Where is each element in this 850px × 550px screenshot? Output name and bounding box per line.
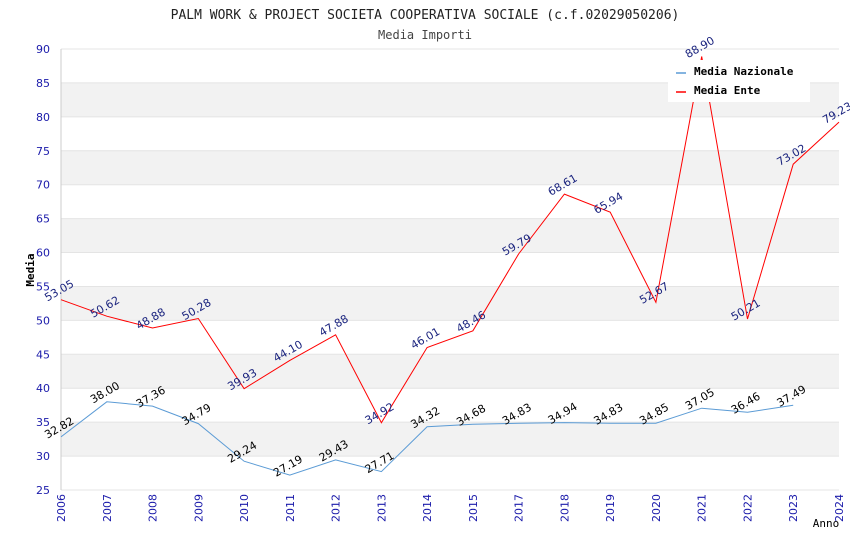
y-tick-label: 60 xyxy=(36,247,50,260)
legend-box xyxy=(668,60,810,102)
x-tick-label: 2007 xyxy=(101,494,114,522)
y-tick-label: 90 xyxy=(36,43,50,56)
grid-band xyxy=(61,150,839,185)
x-tick-label: 2013 xyxy=(375,494,388,522)
chart-title: PALM WORK & PROJECT SOCIETA COOPERATIVA … xyxy=(171,8,680,23)
legend: Media Nazionale Media Ente xyxy=(668,60,810,102)
x-tick-label: 2015 xyxy=(467,494,480,522)
y-axis-ticks: 25 30 35 40 45 50 55 60 65 70 75 80 85 90 xyxy=(36,43,50,497)
x-tick-label: 2006 xyxy=(55,494,68,522)
y-tick-label: 85 xyxy=(36,77,50,90)
y-tick-label: 75 xyxy=(36,145,50,158)
y-tick-label: 40 xyxy=(36,382,50,395)
x-tick-label: 2014 xyxy=(421,494,434,522)
x-tick-label: 2022 xyxy=(741,494,754,522)
y-tick-label: 65 xyxy=(36,213,50,226)
x-axis-ticks: 2006 2007 2008 2009 2010 2011 2012 2013 2014 2015… xyxy=(55,494,846,522)
x-tick-label: 2021 xyxy=(696,494,709,522)
x-tick-label: 2011 xyxy=(284,494,297,522)
x-tick-label: 2009 xyxy=(192,494,205,522)
y-tick-label: 25 xyxy=(36,484,50,497)
grid-band xyxy=(61,354,839,389)
x-tick-label: 2023 xyxy=(787,494,800,522)
y-tick-label: 30 xyxy=(36,450,50,463)
x-tick-label: 2010 xyxy=(238,494,251,522)
grid-bands xyxy=(60,48,839,491)
chart-subtitle: Media Importi xyxy=(378,28,472,42)
x-tick-label: 2012 xyxy=(330,494,343,522)
x-tick-label: 2018 xyxy=(558,494,571,522)
series-line-0 xyxy=(60,401,794,476)
legend-label-ente: Media Ente xyxy=(694,84,761,97)
y-tick-label: 50 xyxy=(36,314,50,327)
y-tick-label: 45 xyxy=(36,348,50,361)
y-tick-label: 35 xyxy=(36,416,50,429)
grid-band xyxy=(61,422,839,457)
x-axis-label: Anno xyxy=(813,517,840,530)
x-tick-label: 2008 xyxy=(147,494,160,522)
legend-label-nazionale: Media Nazionale xyxy=(694,65,794,78)
grid-band xyxy=(61,286,839,321)
x-tick-label: 2020 xyxy=(650,494,663,522)
x-tick-label: 2019 xyxy=(604,494,617,522)
plot-area xyxy=(61,49,839,490)
y-tick-label: 55 xyxy=(36,280,50,293)
y-tick-label: 80 xyxy=(36,111,50,124)
x-tick-label: 2017 xyxy=(513,494,526,522)
y-axis-label: Media xyxy=(24,253,37,286)
x-tick-label: 2024 xyxy=(833,494,846,522)
y-tick-label: 70 xyxy=(36,179,50,192)
grid-band xyxy=(61,218,839,253)
